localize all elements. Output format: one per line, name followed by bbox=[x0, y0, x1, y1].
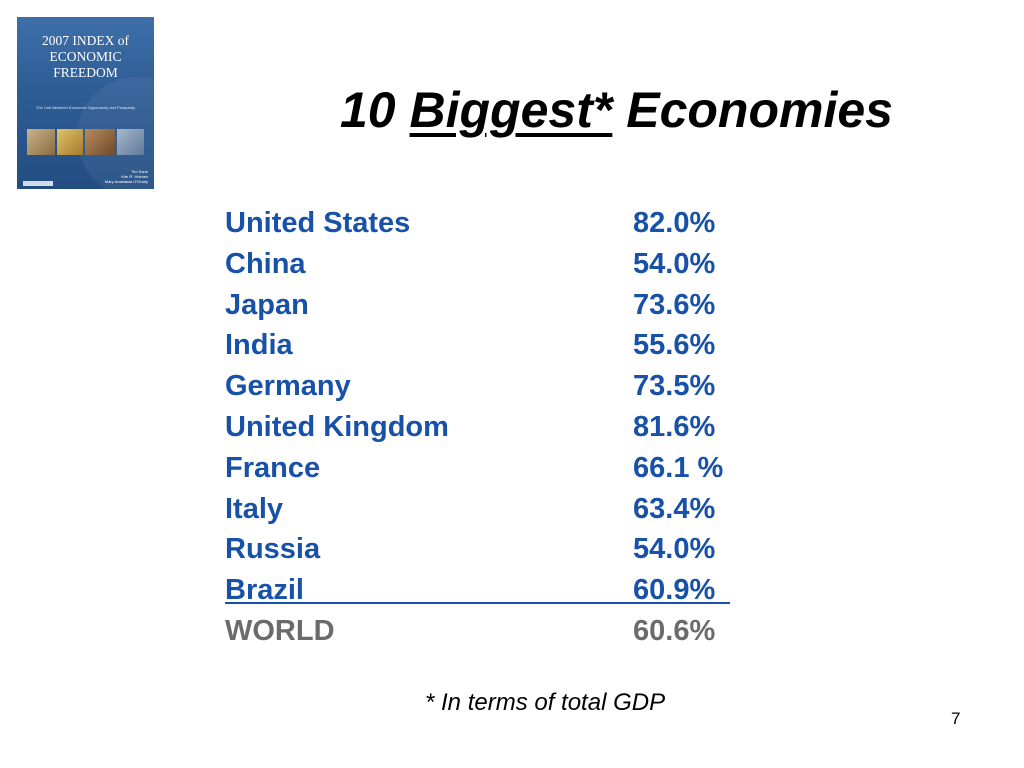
country-name: United States bbox=[225, 207, 411, 239]
country-name: Japan bbox=[225, 288, 309, 321]
country-value: 54.0% bbox=[633, 247, 716, 280]
cover-title-line-2: ECONOMIC bbox=[49, 49, 122, 64]
cover-author: Tim Kane bbox=[131, 169, 148, 174]
country-value: 73.6% bbox=[633, 288, 716, 321]
world-label: WORLD bbox=[225, 614, 335, 647]
list-item: China 54.0% bbox=[225, 244, 765, 285]
country-value: 66.1 % bbox=[633, 451, 724, 484]
country-name: Italy bbox=[225, 492, 284, 525]
world-value: 60.6% bbox=[633, 614, 716, 647]
cover-author: Kim R. Holmes bbox=[121, 174, 148, 179]
country-name: France bbox=[225, 451, 321, 484]
country-value: 81.6% bbox=[633, 410, 716, 443]
list-item: United States 82.0% bbox=[225, 203, 765, 244]
country-value: 73.5% bbox=[633, 370, 716, 403]
slide-title: 10 Biggest* Economies bbox=[340, 80, 893, 140]
page-number: 7 bbox=[951, 709, 961, 728]
title-prefix: 10 bbox=[340, 82, 410, 138]
cover-title-line-3: FREEDOM bbox=[53, 65, 118, 80]
cover-subtitle: The Link Between Economic Opportunity an… bbox=[35, 105, 136, 110]
country-name: Brazil bbox=[225, 574, 304, 607]
cover-photo bbox=[27, 129, 55, 155]
cover-author: Mary Anastasia O'Grady bbox=[104, 179, 148, 184]
cover-photo-strip bbox=[27, 129, 144, 155]
cover-title-line-1: 2007 INDEX of bbox=[42, 33, 129, 48]
total-divider-line bbox=[225, 602, 730, 605]
title-suffix: Economies bbox=[612, 82, 893, 138]
cover-title: 2007 INDEX of ECONOMIC FREEDOM bbox=[17, 33, 154, 81]
list-item: Brazil 60.9% bbox=[225, 570, 765, 611]
world-row: WORLD 60.6% bbox=[225, 611, 765, 652]
cover-photo bbox=[117, 129, 144, 155]
list-item: India 55.6% bbox=[225, 325, 765, 366]
country-name: China bbox=[225, 247, 306, 280]
country-name: United Kingdom bbox=[225, 410, 449, 443]
title-underlined-word: Biggest* bbox=[409, 82, 613, 138]
country-name: Germany bbox=[225, 370, 351, 403]
country-name: Russia bbox=[225, 533, 321, 566]
list-item: United Kingdom 81.6% bbox=[225, 407, 765, 448]
list-item: Germany 73.5% bbox=[225, 366, 765, 407]
list-item: Japan 73.6% bbox=[225, 285, 765, 326]
list-item: France 66.1 % bbox=[225, 448, 765, 489]
publisher-logo bbox=[23, 181, 53, 186]
country-value: 63.4% bbox=[633, 492, 716, 525]
cover-authors: Tim Kane Kim R. Holmes Mary Anastasia O'… bbox=[88, 169, 148, 184]
country-value: 54.0% bbox=[633, 533, 716, 566]
cover-photo bbox=[85, 129, 115, 155]
country-name: India bbox=[225, 329, 293, 362]
economies-list: United States 82.0% China 54.0% Japan 73… bbox=[225, 203, 765, 652]
list-item: Russia 54.0% bbox=[225, 529, 765, 570]
country-value: 60.9% bbox=[633, 574, 716, 607]
footnote: * In terms of total GDP bbox=[425, 689, 666, 716]
country-value: 82.0% bbox=[633, 207, 716, 239]
book-cover-image: 2007 INDEX of ECONOMIC FREEDOM The Link … bbox=[17, 17, 154, 189]
list-item: Italy 63.4% bbox=[225, 489, 765, 530]
country-value: 55.6% bbox=[633, 329, 716, 362]
cover-photo bbox=[57, 129, 83, 155]
